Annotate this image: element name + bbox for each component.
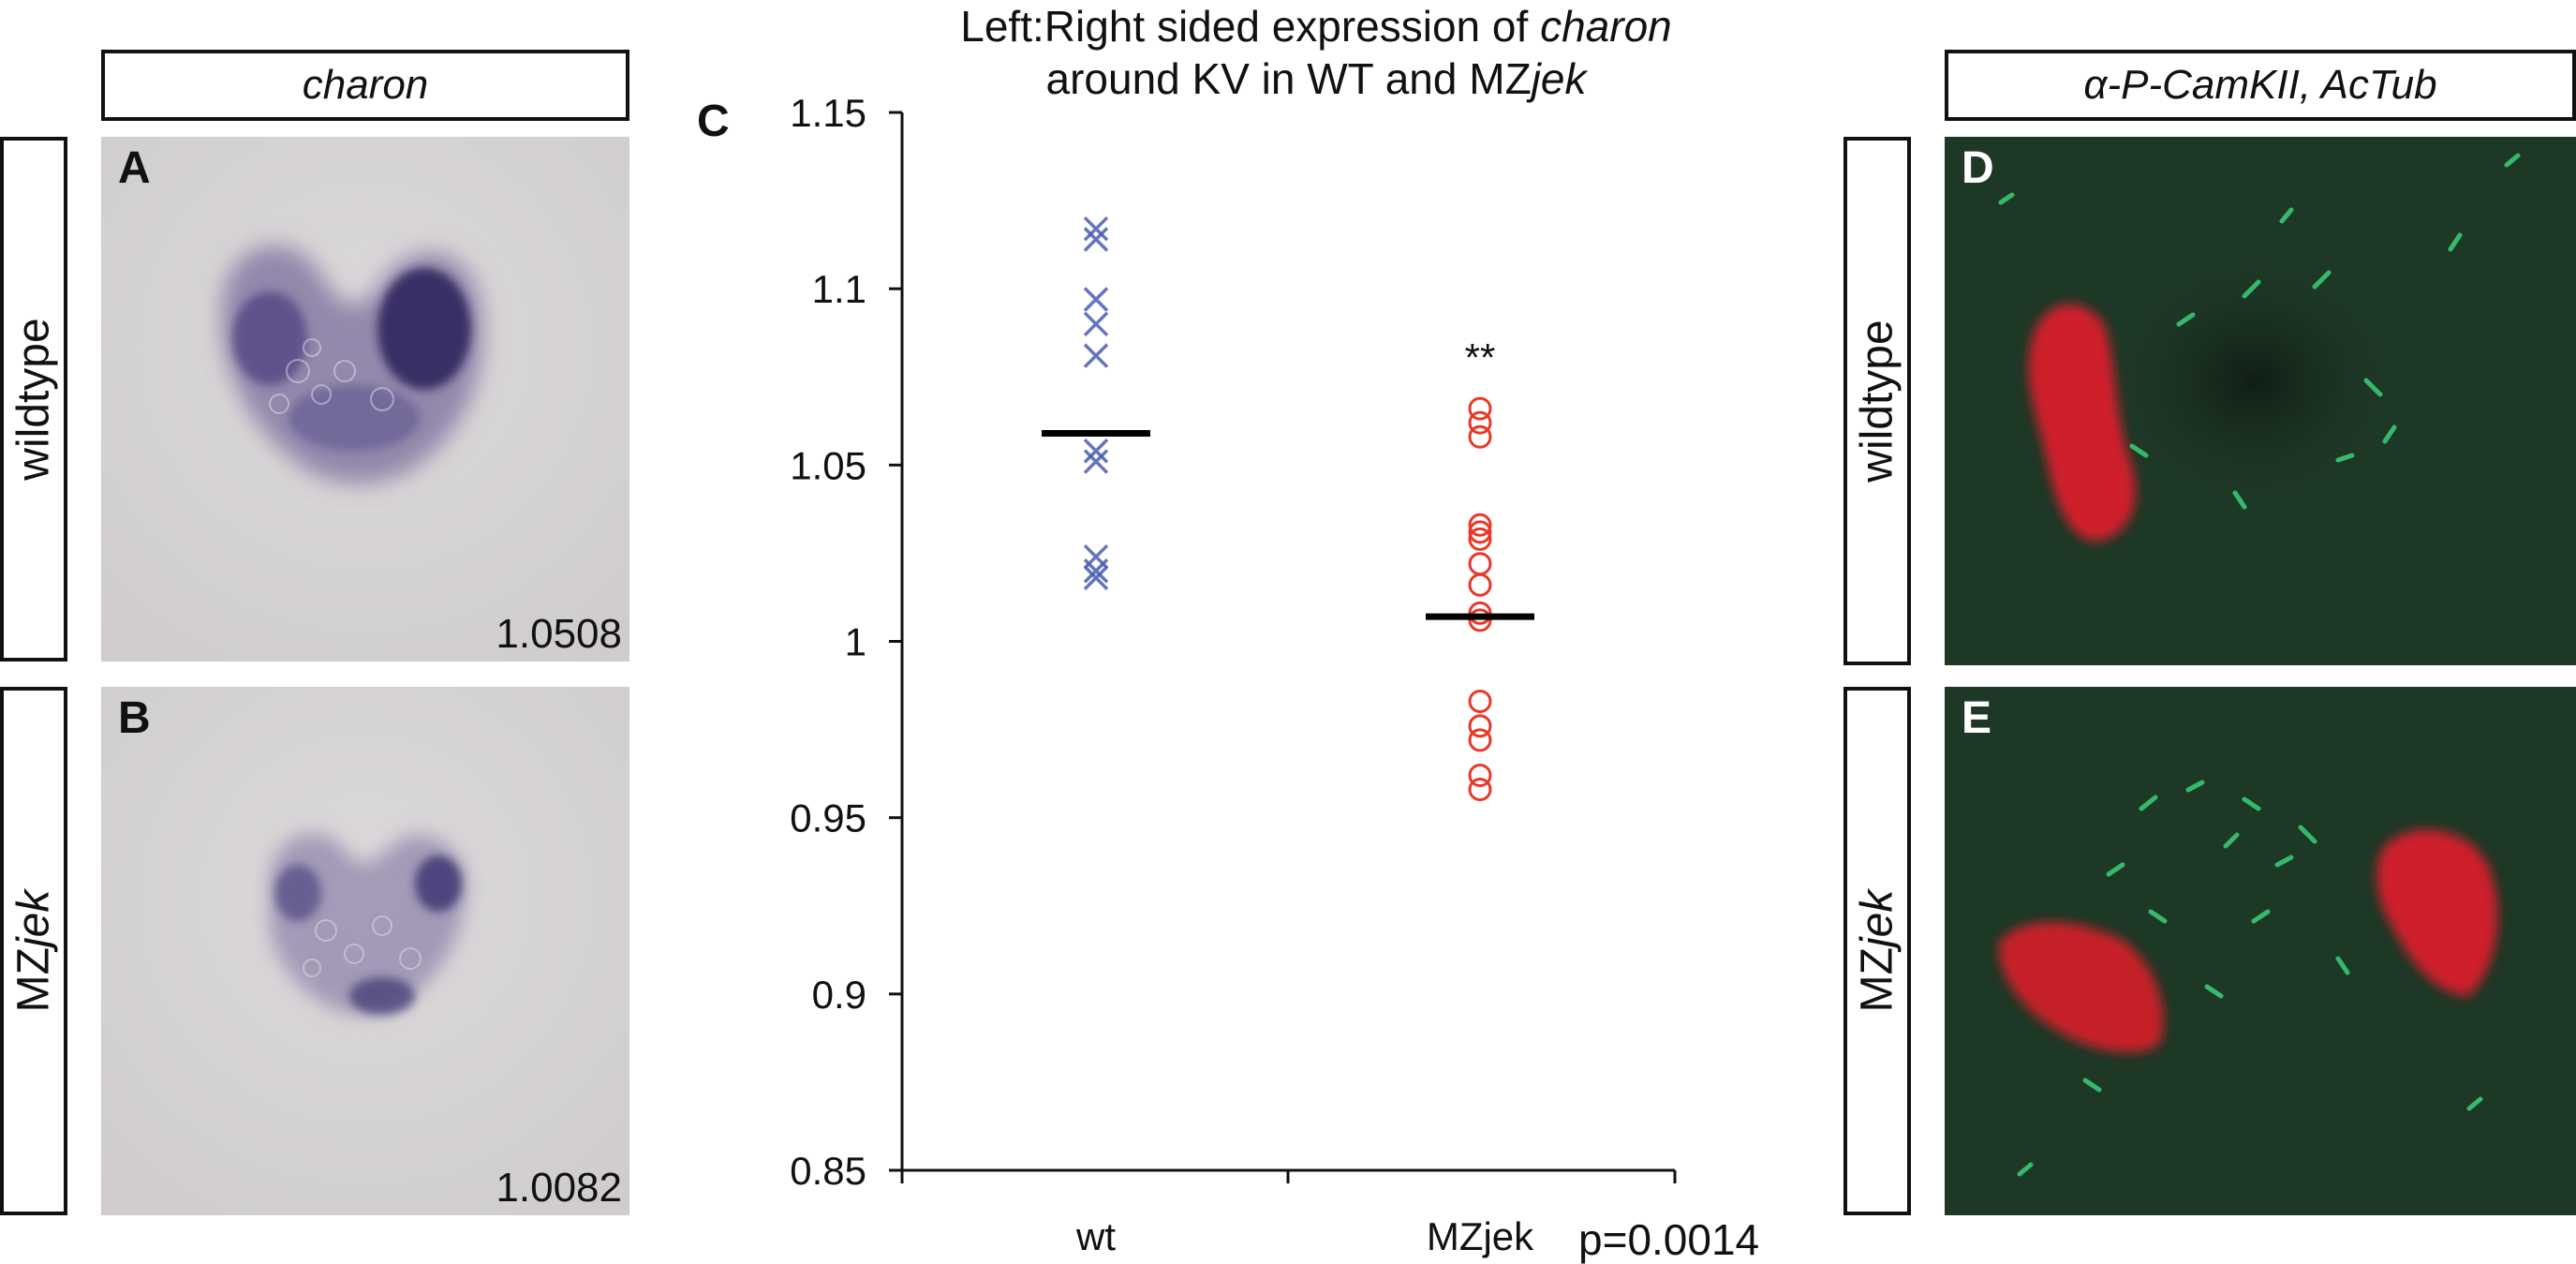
y-tick-label: 1.15 — [790, 94, 866, 135]
chart-title-line-2: around KV in WT and MZjek — [1045, 54, 1587, 103]
data-point-circle — [1468, 728, 1492, 752]
panel-b-score: 1.0082 — [496, 1165, 622, 1211]
row-label-wildtype-right: wildtype — [1843, 137, 1911, 665]
charon-header: charon — [101, 50, 629, 121]
row-label-wildtype-left: wildtype — [0, 137, 67, 662]
charon-wildtype-stain — [101, 137, 629, 662]
data-point-circle — [1468, 527, 1492, 551]
charon-header-text: charon — [302, 62, 429, 108]
panel-d-image: D — [1945, 137, 2576, 665]
panel-b-image: B 1.0082 — [101, 687, 629, 1215]
data-point-circle — [1468, 520, 1492, 544]
chart-title: Left:Right sided expression of charon ar… — [824, 0, 1808, 105]
data-point-x — [1083, 343, 1109, 368]
fluorescence-wildtype — [1945, 137, 2576, 665]
data-point-circle — [1468, 689, 1492, 713]
data-point-circle — [1468, 764, 1492, 788]
panel-a-label: A — [118, 143, 151, 193]
data-point-x — [1083, 558, 1109, 584]
panel-a-score: 1.0508 — [496, 611, 622, 657]
data-point-x — [1083, 449, 1109, 474]
charon-mzjek-stain — [101, 687, 629, 1215]
panel-a-image: A 1.0508 — [101, 137, 629, 662]
y-tick-label: 0.85 — [790, 1149, 866, 1193]
panel-e-label: E — [1962, 693, 1992, 743]
data-point-x — [1083, 287, 1109, 312]
y-tick-label: 0.95 — [790, 796, 866, 840]
data-point-circle — [1468, 714, 1492, 738]
panel-c-label: C — [697, 97, 730, 146]
p-value: p=0.0014 — [1578, 1215, 1759, 1264]
y-tick-label: 1.05 — [790, 443, 866, 487]
data-point-circle — [1468, 396, 1492, 421]
y-tick-label: 1.1 — [812, 267, 866, 311]
row-label-mzjek-right: MZjek — [1843, 687, 1911, 1215]
data-point-x — [1083, 439, 1109, 464]
data-point-x — [1083, 227, 1109, 252]
significance-stars: ** — [1465, 335, 1496, 379]
x-tick-label: wt — [1075, 1214, 1116, 1258]
row-label-mzjek-left: MZjek — [0, 687, 67, 1215]
x-tick-label: MZjek — [1427, 1214, 1534, 1258]
data-point-x — [1083, 311, 1109, 337]
scatter-chart: 0.85 0.9 0.95 1 1.05 1.1 1.15 wt MZjek ** p=0.0014 — [790, 94, 1759, 1264]
mzjek-label-right: MZjek — [1852, 889, 1902, 1013]
data-point-circle — [1468, 778, 1492, 802]
data-point-circle — [1468, 608, 1492, 632]
panel-b-label: B — [118, 693, 151, 743]
y-tick-label: 1 — [845, 620, 866, 664]
wildtype-label-right: wildtype — [1852, 320, 1902, 483]
antibody-header-text: α-P-CamKII, AcTub — [2083, 62, 2437, 108]
wildtype-label-left: wildtype — [8, 318, 59, 481]
data-point-circle — [1468, 573, 1492, 597]
data-point-circle — [1468, 410, 1492, 435]
y-tick-label: 0.9 — [812, 973, 866, 1017]
panel-e-image: E — [1945, 687, 2576, 1215]
chart-title-line-1: Left:Right sided expression of charon — [960, 2, 1672, 51]
fluorescence-mzjek — [1945, 687, 2576, 1215]
data-point-circle — [1468, 601, 1492, 625]
mzjek-label-left: MZjek — [8, 889, 59, 1013]
data-point-circle — [1468, 552, 1492, 576]
data-point-x — [1083, 565, 1109, 590]
antibody-header: α-P-CamKII, AcTub — [1945, 50, 2576, 121]
panel-d-label: D — [1962, 143, 1994, 193]
data-point-circle — [1468, 513, 1492, 537]
data-point-x — [1083, 216, 1109, 242]
data-point-circle — [1468, 424, 1492, 449]
